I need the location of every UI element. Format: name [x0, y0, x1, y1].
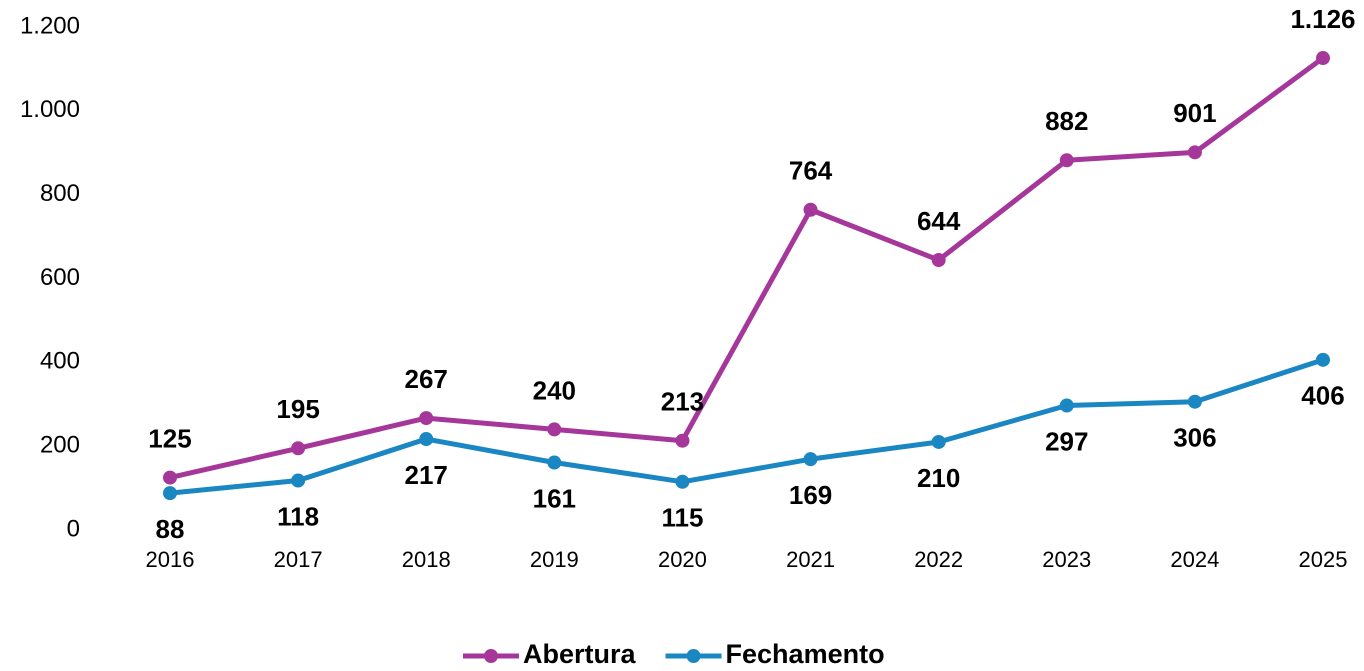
- data-label: 406: [1301, 381, 1344, 411]
- data-label: 297: [1045, 426, 1088, 456]
- x-tick-label: 2017: [274, 547, 323, 572]
- marker: [803, 202, 818, 217]
- marker: [931, 253, 946, 268]
- data-label: 125: [148, 423, 191, 453]
- data-label: 169: [789, 480, 832, 510]
- y-tick-label: 800: [40, 180, 80, 207]
- y-tick-label: 600: [40, 264, 80, 291]
- data-label: 882: [1045, 106, 1088, 136]
- data-label: 217: [405, 460, 448, 490]
- data-label: 115: [661, 503, 703, 533]
- marker: [1059, 398, 1074, 413]
- marker: [1187, 145, 1202, 160]
- data-label: 644: [917, 206, 961, 236]
- data-label: 210: [917, 463, 960, 493]
- marker: [419, 432, 434, 447]
- data-label: 195: [276, 394, 319, 424]
- marker: [163, 486, 177, 501]
- marker: [419, 411, 434, 426]
- x-tick-label: 2016: [146, 547, 195, 572]
- x-tick-label: 2023: [1042, 547, 1091, 572]
- data-label: 161: [533, 483, 576, 513]
- legend-label: Fechamento: [726, 639, 885, 669]
- marker: [547, 455, 562, 470]
- line: [169, 357, 1324, 496]
- data-label: 764: [789, 156, 833, 186]
- marker: [1316, 51, 1330, 66]
- data-label: 901: [1173, 98, 1216, 128]
- y-tick-label: 1.200: [20, 12, 80, 39]
- marker: [1187, 394, 1202, 409]
- data-label: 240: [533, 375, 576, 405]
- data-label: 267: [405, 364, 448, 394]
- y-tick-label: 400: [40, 348, 80, 375]
- x-tick-label: 2021: [786, 547, 835, 572]
- x-tick-label: 2020: [658, 547, 707, 572]
- y-tick-label: 0: [67, 515, 80, 542]
- data-label: 88: [156, 514, 185, 544]
- data-label: 306: [1173, 423, 1216, 453]
- data-label: 213: [661, 387, 704, 417]
- x-tick-label: 2025: [1299, 547, 1348, 572]
- y-tick-label: 200: [40, 432, 80, 459]
- x-tick-label: 2019: [530, 547, 579, 572]
- legend-marker: [686, 649, 701, 663]
- marker: [803, 452, 818, 467]
- marker: [675, 474, 690, 489]
- legend-label: Abertura: [523, 639, 637, 669]
- x-tick-label: 2022: [914, 547, 963, 572]
- data-label: 1.126: [1290, 4, 1355, 34]
- x-tick-label: 2018: [402, 547, 451, 572]
- legend-marker: [484, 649, 498, 663]
- marker: [163, 470, 177, 485]
- x-tick-label: 2024: [1170, 547, 1219, 572]
- marker: [1316, 352, 1330, 367]
- marker: [1059, 153, 1074, 168]
- marker: [547, 422, 562, 437]
- marker: [675, 433, 690, 448]
- y-tick-label: 1.000: [20, 96, 80, 123]
- marker: [291, 473, 306, 488]
- marker: [931, 434, 946, 449]
- marker: [291, 441, 306, 456]
- line: [169, 56, 1325, 481]
- data-label: 118: [277, 501, 319, 531]
